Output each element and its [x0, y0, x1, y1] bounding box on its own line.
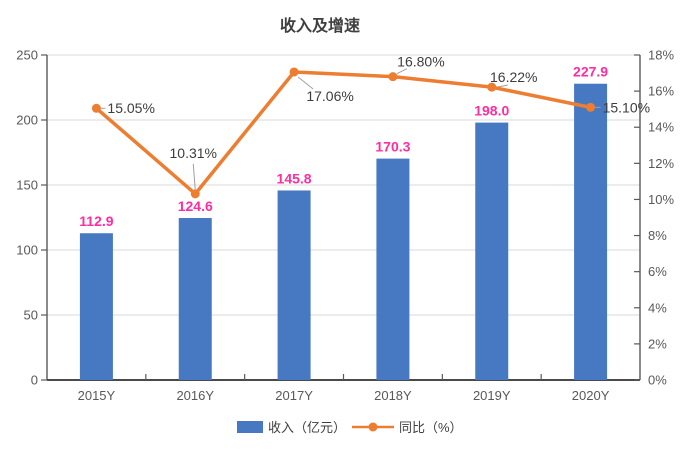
- gridlines: [47, 54, 640, 316]
- label-leader-line: [396, 68, 408, 75]
- line-point-marker: [586, 102, 596, 112]
- bar: [178, 218, 212, 380]
- growth-line: [95, 70, 591, 196]
- line-point-label: 17.06%: [306, 88, 353, 104]
- line-point-label: 16.22%: [490, 69, 537, 85]
- legend-bar-swatch: [237, 421, 263, 433]
- line-point-label: 15.05%: [107, 100, 154, 116]
- left-axis-tick-label: 100: [16, 243, 38, 258]
- left-axis-tick-label: 200: [16, 113, 38, 128]
- x-axis-category-label: 2018Y: [374, 388, 412, 403]
- right-axis-tick-label: 10%: [648, 192, 674, 207]
- line-point-label: 15.10%: [603, 99, 650, 115]
- line-point-marker: [487, 82, 497, 92]
- axis-ticks: [41, 54, 640, 381]
- right-axis-tick-label: 14%: [648, 120, 674, 135]
- right-axis-tick-label: 16%: [648, 84, 674, 99]
- legend-line-label: 同比（%）: [399, 420, 463, 435]
- bar: [376, 158, 410, 380]
- line-point-marker: [289, 67, 299, 77]
- left-axis-tick-label: 250: [16, 48, 38, 63]
- legend: 收入（亿元） 同比（%）: [237, 420, 463, 435]
- right-axis-tick-label: 4%: [648, 300, 667, 315]
- x-axis-category-label: 2016Y: [176, 388, 214, 403]
- left-axis-tick-label: 0: [31, 373, 38, 388]
- legend-bar-label: 收入（亿元）: [268, 420, 346, 435]
- bar: [475, 122, 509, 380]
- line-point-marker: [91, 103, 101, 113]
- line-point-marker: [388, 72, 398, 82]
- bar-value-label: 112.9: [79, 213, 113, 229]
- label-leader-line: [192, 163, 196, 190]
- right-axis-tick-label: 8%: [648, 228, 667, 243]
- data-labels: 112.9 124.6 145.8 170.3 198.0 227.9 15.05% 10.3…: [79, 54, 650, 230]
- bar: [574, 83, 608, 380]
- bar: [79, 233, 113, 380]
- legend-line-dot-icon: [368, 422, 378, 432]
- line-point-marker: [190, 189, 200, 199]
- label-leader-line: [297, 76, 314, 90]
- right-axis-tick-label: 0%: [648, 373, 667, 388]
- right-axis-tick-label: 2%: [648, 336, 667, 351]
- bar: [277, 190, 311, 380]
- left-axis-tick-label: 50: [24, 308, 38, 323]
- line-point-label: 10.31%: [170, 145, 217, 161]
- x-axis-category-label: 2017Y: [275, 388, 313, 403]
- x-axis-category-label: 2020Y: [572, 388, 610, 403]
- x-axis-category-label: 2019Y: [473, 388, 511, 403]
- bar-value-label: 227.9: [573, 64, 608, 80]
- bar-value-label: 124.6: [178, 198, 213, 214]
- bar-value-label: 198.0: [474, 103, 509, 119]
- bar-value-label: 145.8: [277, 170, 312, 186]
- line-series: [91, 67, 601, 199]
- right-axis-tick-label: 18%: [648, 48, 674, 63]
- right-axis-tick-label: 6%: [648, 264, 667, 279]
- axis-tick-labels: 0 50 100 150 200 250 0% 2% 4% 6% 8% 10% 12% 14% 16% 18%…: [16, 48, 674, 404]
- bar-value-label: 170.3: [375, 139, 410, 155]
- left-axis-tick-label: 150: [16, 178, 38, 193]
- chart-title: 收入及增速: [280, 16, 360, 35]
- x-axis-category-label: 2015Y: [78, 388, 116, 403]
- bar-series: [79, 83, 608, 380]
- line-point-label: 16.80%: [397, 54, 444, 70]
- right-axis-tick-label: 12%: [648, 156, 674, 171]
